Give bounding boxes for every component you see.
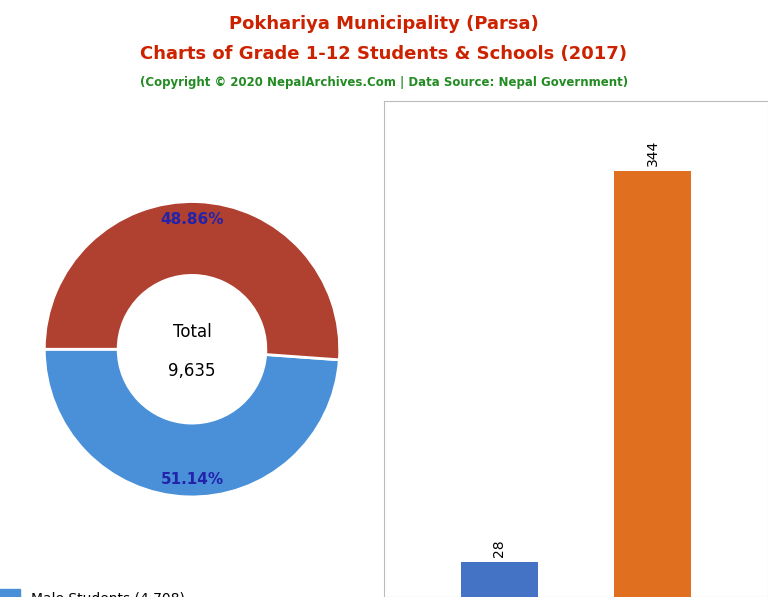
Bar bbox=[614, 171, 691, 597]
Text: 48.86%: 48.86% bbox=[161, 212, 223, 227]
Wedge shape bbox=[45, 202, 339, 360]
Text: (Copyright © 2020 NepalArchives.Com | Data Source: Nepal Government): (Copyright © 2020 NepalArchives.Com | Da… bbox=[140, 76, 628, 90]
Wedge shape bbox=[45, 349, 339, 497]
Text: 51.14%: 51.14% bbox=[161, 472, 223, 487]
Legend: Male Students (4,708), Female Students (4,927): Male Students (4,708), Female Students (… bbox=[0, 581, 209, 597]
Text: Total: Total bbox=[173, 322, 211, 340]
Bar bbox=[461, 562, 538, 597]
Text: 9,635: 9,635 bbox=[168, 362, 216, 380]
Text: Charts of Grade 1-12 Students & Schools (2017): Charts of Grade 1-12 Students & Schools … bbox=[141, 45, 627, 63]
Text: 344: 344 bbox=[646, 140, 660, 166]
Text: 28: 28 bbox=[492, 540, 506, 558]
Text: Pokhariya Municipality (Parsa): Pokhariya Municipality (Parsa) bbox=[229, 15, 539, 33]
